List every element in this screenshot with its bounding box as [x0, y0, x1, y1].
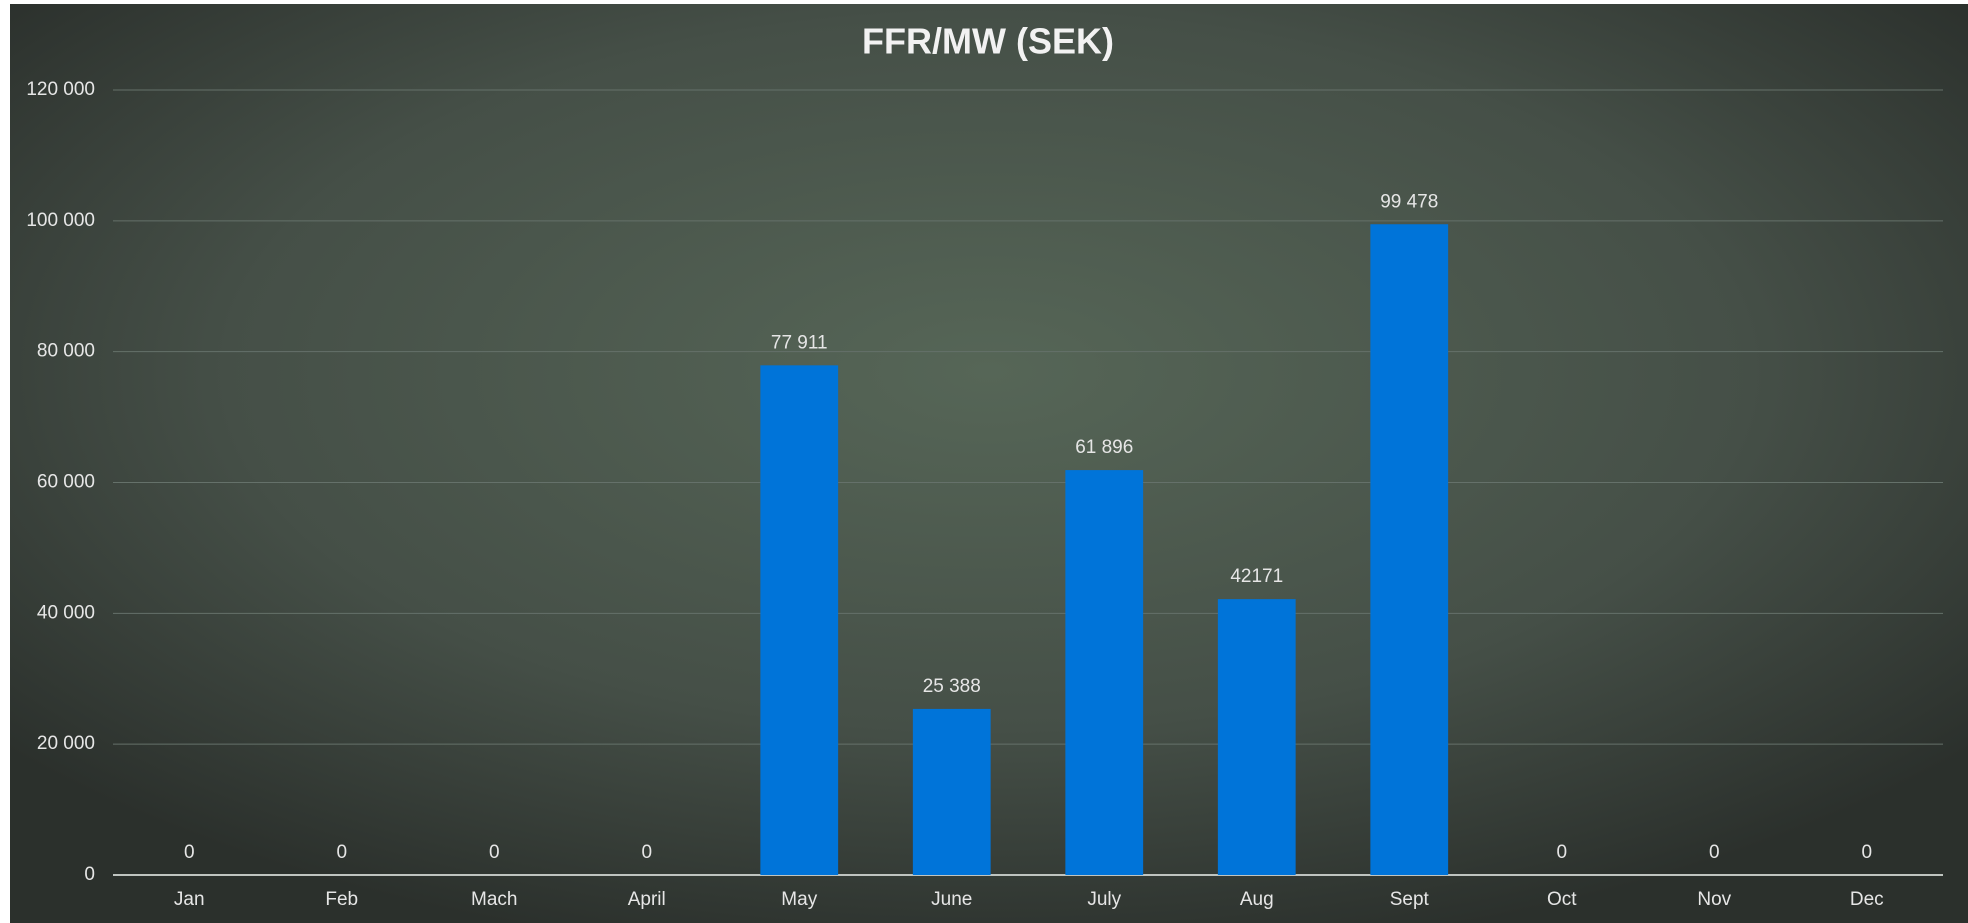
x-tick-label: Feb: [325, 889, 358, 910]
x-tick-label: Sept: [1390, 889, 1430, 910]
data-label: 0: [336, 842, 347, 863]
y-tick-label: 60 000: [37, 472, 95, 493]
data-label: 0: [184, 842, 195, 863]
bar: [1370, 224, 1449, 876]
x-tick-label: Nov: [1697, 889, 1731, 910]
x-tick-label: April: [628, 889, 666, 910]
x-tick-label: Aug: [1240, 889, 1274, 910]
x-tick-label: June: [931, 889, 972, 910]
data-label: 0: [641, 842, 652, 863]
data-label: 99 478: [1380, 191, 1438, 212]
bar: [1217, 599, 1296, 875]
x-tick-label: Dec: [1850, 889, 1884, 910]
x-tick-label: Oct: [1547, 889, 1577, 910]
y-tick-label: 100 000: [26, 210, 95, 231]
bar: [1065, 470, 1144, 875]
data-label: 0: [489, 842, 500, 863]
data-label: 25 388: [923, 676, 981, 697]
bar: [912, 708, 991, 875]
y-tick-label: 120 000: [26, 79, 95, 100]
y-tick-label: 0: [84, 864, 95, 885]
x-tick-label: May: [781, 889, 817, 910]
x-tick-label: Jan: [174, 889, 205, 910]
x-tick-label: July: [1087, 889, 1121, 910]
data-label: 42171: [1230, 566, 1283, 587]
y-tick-label: 80 000: [37, 341, 95, 362]
chart-title: FFR/MW (SEK): [862, 21, 1114, 62]
x-tick-label: Mach: [471, 889, 517, 910]
y-tick-label: 40 000: [37, 602, 95, 623]
data-label: 77 911: [771, 332, 828, 353]
bar: [760, 365, 839, 875]
data-label: 0: [1709, 842, 1720, 863]
y-tick-label: 20 000: [37, 733, 95, 754]
data-label: 0: [1556, 842, 1567, 863]
data-label: 61 896: [1075, 437, 1133, 458]
data-label: 0: [1861, 842, 1872, 863]
